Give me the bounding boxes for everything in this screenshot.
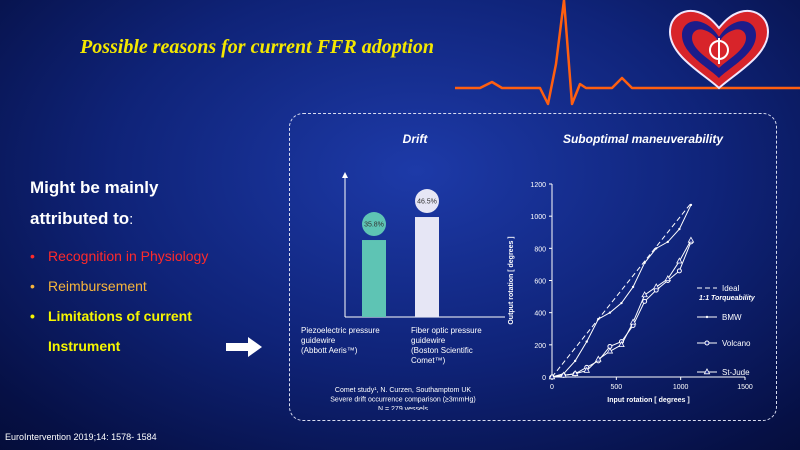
data-point — [585, 340, 588, 343]
data-point — [687, 236, 695, 243]
legend-label: Volcano — [722, 339, 751, 348]
data-point — [560, 371, 567, 378]
data-point — [573, 359, 577, 363]
data-point — [620, 301, 623, 305]
data-point — [618, 340, 625, 348]
y-axis-label: Output rotation [ degrees ] — [508, 236, 515, 324]
value-bubble — [415, 189, 439, 214]
x-tick-label: 1500 — [737, 384, 753, 391]
y-tick-label: 800 — [534, 246, 546, 253]
value-label: 35.8% — [364, 222, 384, 229]
x-tick-label: 0 — [550, 384, 554, 391]
legend-marker — [703, 368, 711, 375]
bullet-reimbursement: • Reimbursement — [30, 271, 280, 301]
data-point — [583, 366, 591, 373]
legend-marker — [704, 340, 710, 346]
chart-footnote: Severe drift occurrence comparison (≥3mm… — [330, 397, 475, 404]
data-point — [676, 268, 682, 274]
data-point — [655, 247, 658, 250]
series-line-st-jude — [551, 240, 692, 378]
value-bubble — [362, 212, 386, 237]
bullet-limitations: • Limitations of current — [30, 301, 280, 331]
legend-label: BMW — [722, 313, 742, 322]
headline-text: attributed to — [30, 209, 130, 228]
category-label: Comet™) — [411, 356, 446, 365]
data-point — [652, 283, 660, 290]
cardiology-logo-icon — [668, 10, 770, 90]
chart-title: Drift — [403, 132, 429, 146]
category-label: (Abbott Aeris™) — [301, 346, 358, 355]
data-point — [595, 355, 602, 362]
bullet-recognition: • Recognition in Physiology — [30, 241, 280, 271]
evidence-panel — [289, 113, 777, 421]
slide-title: Possible reasons for current FFR adoptio… — [80, 36, 434, 58]
data-point — [641, 291, 648, 298]
y-tick-label: 1000 — [530, 214, 546, 221]
headline-line-1: Might be mainly — [30, 178, 159, 197]
y-tick-label: 1200 — [530, 182, 546, 189]
bullet-text: Recognition in Physiology — [48, 248, 209, 264]
bullet-limitations-continued: Instrument — [30, 331, 280, 361]
data-point — [678, 227, 681, 231]
data-point — [571, 369, 579, 376]
chart-footnote: N = 279 vessels — [378, 406, 428, 410]
y-tick-label: 0 — [542, 375, 546, 382]
y-tick-label: 200 — [534, 343, 546, 350]
right-arrow-icon — [226, 337, 262, 357]
data-point — [664, 275, 672, 282]
data-point — [606, 347, 614, 354]
reasons-list: • Recognition in Physiology • Reimbursemen… — [30, 241, 280, 361]
legend-label: St-Jude — [722, 368, 750, 377]
bullet-text: Limitations of current — [48, 308, 192, 324]
category-label: Fiber optic pressure — [411, 326, 482, 335]
x-tick-label: 500 — [610, 384, 622, 391]
y-tick-label: 400 — [534, 311, 546, 318]
maneuverability-line-chart: Suboptimal maneuverability 0 200 400 600 800 1… — [508, 132, 756, 404]
data-point — [548, 373, 556, 380]
ecg-line-decoration — [455, 0, 800, 106]
bullet-dot-icon: • — [30, 278, 35, 294]
bullet-dot-icon: • — [30, 308, 35, 324]
left-text-block: Might be mainly attributed to: • Recognit… — [30, 172, 280, 361]
bullet-dot-icon: • — [30, 248, 35, 264]
headline-line-2: attributed to: — [30, 203, 280, 235]
chart-title: Suboptimal maneuverability — [563, 132, 724, 146]
data-point — [631, 285, 635, 289]
series-line-volcano — [551, 241, 692, 378]
series-line-ideal — [551, 202, 692, 378]
data-point — [689, 203, 693, 207]
value-label: 46.5% — [417, 199, 437, 206]
legend-subtitle: 1:1 Torqueability — [699, 295, 756, 302]
data-point — [666, 240, 669, 244]
category-label: (Boston Scientific — [411, 346, 473, 355]
legend-marker — [705, 315, 709, 319]
data-point — [608, 311, 612, 314]
drift-bar — [362, 240, 386, 317]
data-point — [676, 257, 683, 264]
bullet-text: Instrument — [48, 338, 121, 354]
x-tick-label: 1000 — [673, 384, 689, 391]
data-point — [643, 261, 646, 265]
category-label: guidewire — [301, 336, 336, 345]
x-axis-label: Input rotation [ degrees ] — [607, 397, 689, 404]
data-point — [642, 298, 648, 304]
y-axis-arrow-icon — [342, 172, 348, 178]
category-label: guidewire — [411, 336, 446, 345]
category-label: Piezoelectric pressure — [301, 326, 380, 335]
reference-citation: EuroIntervention 2019;14: 1578- 1584 — [5, 432, 157, 442]
bullet-text: Reimbursement — [48, 278, 147, 294]
drift-bar — [415, 217, 439, 317]
headline-colon: : — [129, 211, 134, 228]
data-point — [629, 318, 637, 325]
legend-label: Ideal — [722, 284, 740, 293]
data-point — [597, 317, 600, 321]
y-tick-label: 600 — [534, 279, 546, 286]
chart-footnote: Comet study¹, N. Curzen, Southamptom UK — [335, 387, 471, 394]
